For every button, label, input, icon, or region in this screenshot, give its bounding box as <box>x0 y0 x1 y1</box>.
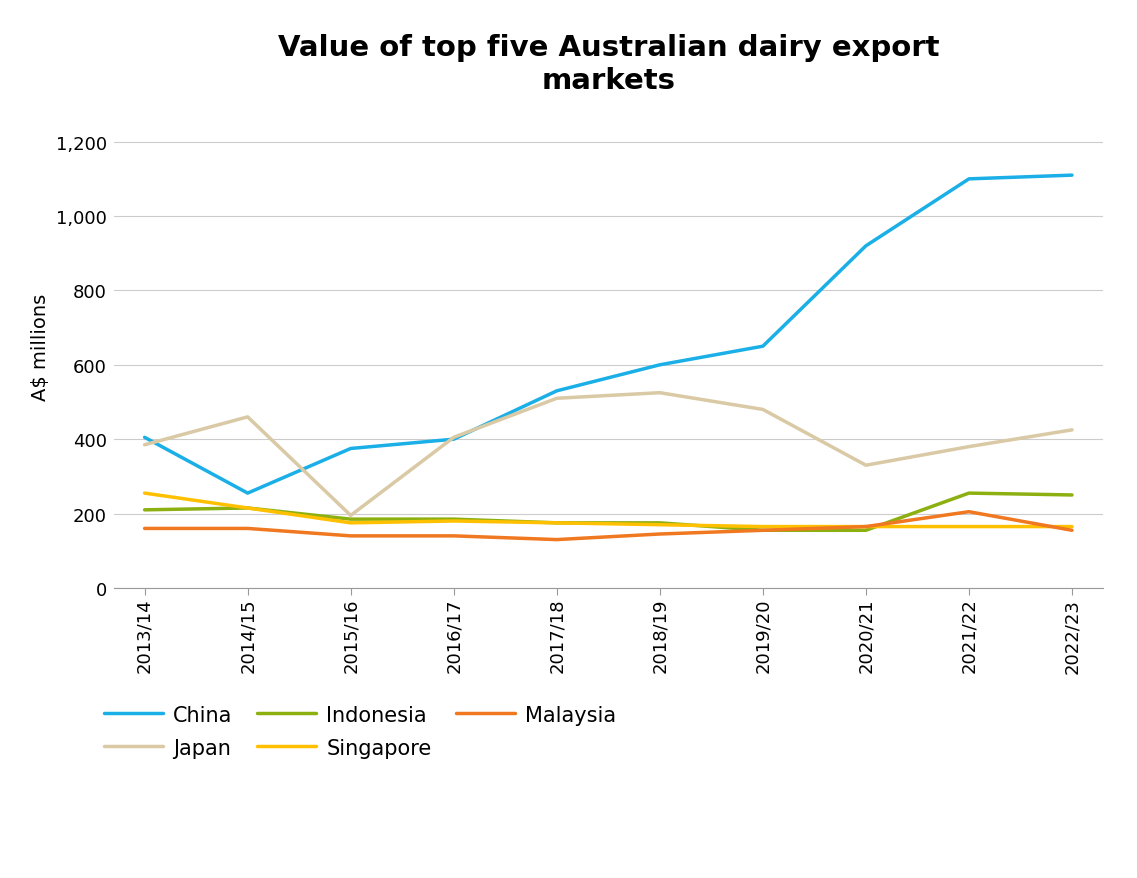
Malaysia <box>962 507 976 517</box>
Malaysia <box>343 531 357 542</box>
Singapore <box>653 520 666 530</box>
Singapore <box>550 518 564 529</box>
China <box>447 435 460 445</box>
Malaysia <box>138 523 151 534</box>
Indonesia <box>653 518 666 529</box>
Malaysia <box>241 523 255 534</box>
Line: Japan: Japan <box>144 393 1072 516</box>
Singapore <box>1065 522 1079 532</box>
China <box>1065 170 1079 181</box>
China <box>860 241 873 252</box>
Malaysia <box>860 522 873 532</box>
Japan <box>1065 425 1079 435</box>
Japan <box>962 442 976 452</box>
Indonesia <box>138 505 151 515</box>
Line: Malaysia: Malaysia <box>144 512 1072 540</box>
China <box>241 488 255 499</box>
Japan <box>447 433 460 443</box>
Indonesia <box>550 518 564 529</box>
Singapore <box>756 522 770 532</box>
China <box>138 433 151 443</box>
Japan <box>138 440 151 450</box>
Singapore <box>343 518 357 529</box>
Indonesia <box>241 503 255 514</box>
Indonesia <box>1065 490 1079 500</box>
Indonesia <box>756 525 770 536</box>
China <box>962 175 976 185</box>
Malaysia <box>1065 525 1079 536</box>
Japan <box>343 511 357 522</box>
Indonesia <box>343 515 357 525</box>
Malaysia <box>653 529 666 540</box>
Singapore <box>138 488 151 499</box>
Japan <box>550 393 564 404</box>
Malaysia <box>550 535 564 545</box>
Japan <box>241 412 255 422</box>
Japan <box>756 405 770 415</box>
Malaysia <box>756 525 770 536</box>
Indonesia <box>860 525 873 536</box>
Line: Singapore: Singapore <box>144 493 1072 527</box>
Japan <box>653 388 666 399</box>
Indonesia <box>447 515 460 525</box>
China <box>756 342 770 352</box>
Singapore <box>860 522 873 532</box>
Title: Value of top five Australian dairy export
markets: Value of top five Australian dairy expor… <box>277 34 939 95</box>
Indonesia <box>962 488 976 499</box>
Malaysia <box>447 531 460 542</box>
China <box>653 360 666 371</box>
Singapore <box>241 503 255 514</box>
China <box>550 386 564 397</box>
Singapore <box>962 522 976 532</box>
Line: Indonesia: Indonesia <box>144 493 1072 530</box>
Line: China: China <box>144 176 1072 493</box>
Legend: China, Japan, Indonesia, Singapore, Malaysia: China, Japan, Indonesia, Singapore, Mala… <box>105 705 616 759</box>
China <box>343 443 357 454</box>
Japan <box>860 460 873 471</box>
Y-axis label: A$ millions: A$ millions <box>31 293 50 400</box>
Singapore <box>447 516 460 527</box>
